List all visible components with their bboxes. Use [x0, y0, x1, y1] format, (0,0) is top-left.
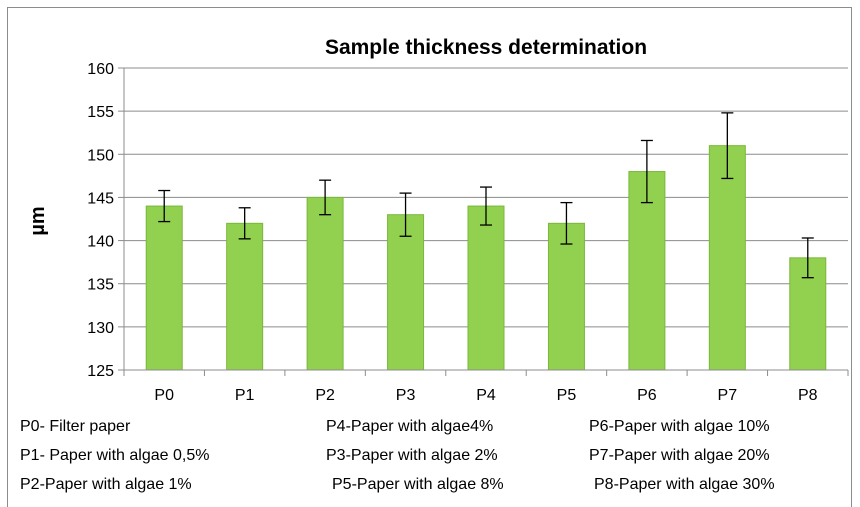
- x-tick-label-p2: P2: [315, 387, 335, 404]
- legend-note-p6: P6-Paper with algae 10%: [589, 418, 770, 435]
- bars: [145, 145, 827, 371]
- x-tick-label-p5: P5: [557, 387, 577, 404]
- bar-p2: [306, 196, 344, 371]
- legend-note-p4: P4-Paper with algae4%: [326, 418, 494, 435]
- x-tick-label-p6: P6: [637, 387, 657, 404]
- x-tick-label-p8: P8: [798, 387, 818, 404]
- bar-p6: [628, 171, 666, 371]
- legend-note-p5: P5-Paper with algae 8%: [332, 476, 504, 493]
- x-tick-label-p0: P0: [154, 387, 174, 404]
- y-tick-label-125: 125: [87, 363, 114, 380]
- y-axis-label: µm: [27, 206, 49, 235]
- x-tick-label-p7: P7: [718, 387, 738, 404]
- y-tick-label-150: 150: [87, 147, 114, 164]
- legend-note-p8: P8-Paper with algae 30%: [594, 476, 775, 493]
- bar-p5: [547, 222, 585, 371]
- legend-note-p0: P0- Filter paper: [20, 418, 131, 435]
- x-tick-label-p4: P4: [476, 387, 496, 404]
- y-tick-label-155: 155: [87, 104, 114, 121]
- error-bars: [158, 112, 814, 279]
- tick-labels: 125 130 135 140 145 150 155 160 P0 P1 P2 P3 P4 P5 P6 P7…: [87, 61, 817, 404]
- legend-note-p2: P2-Paper with algae 1%: [20, 476, 192, 493]
- y-tick-label-140: 140: [87, 234, 114, 251]
- bar-p1: [226, 222, 264, 371]
- x-tick-label-p1: P1: [235, 387, 255, 404]
- legend-note-p1: P1- Paper with algae 0,5%: [20, 447, 210, 464]
- y-tick-label-160: 160: [87, 61, 114, 78]
- legend-note-p7: P7-Paper with algae 20%: [589, 447, 770, 464]
- y-tick-label-130: 130: [87, 320, 114, 337]
- legend-note-p3: P3-Paper with algae 2%: [326, 447, 498, 464]
- axes: [118, 67, 849, 376]
- x-tick-label-p3: P3: [396, 387, 416, 404]
- y-tick-label-135: 135: [87, 277, 114, 294]
- bar-p7: [708, 145, 746, 371]
- y-tick-label-145: 145: [87, 190, 114, 207]
- bar-p4: [467, 205, 505, 371]
- bar-p0: [145, 205, 183, 371]
- chart-title: Sample thickness determination: [325, 36, 647, 59]
- bar-p3: [387, 214, 425, 371]
